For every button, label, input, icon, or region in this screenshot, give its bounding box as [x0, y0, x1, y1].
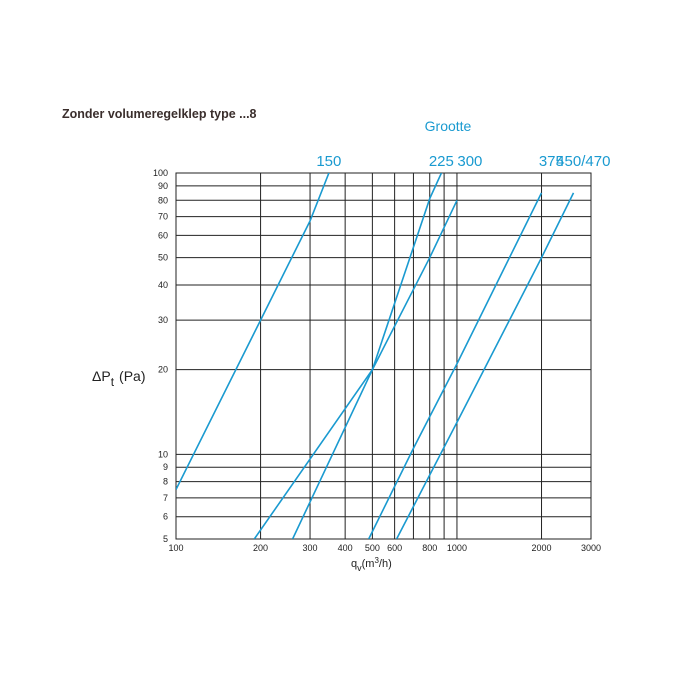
y-tick-label: 5 [163, 534, 168, 544]
series-label-225: 225 [429, 153, 454, 170]
x-tick-labels: 100 200 300 400 500 600 800 1000 2000 3000 [168, 543, 601, 553]
y-tick-label: 90 [158, 181, 168, 191]
y-tick-label: 9 [163, 462, 168, 472]
x-tick-label: 3000 [581, 543, 601, 553]
y-axis-label-delta: Δ [92, 368, 101, 384]
series-label-450-470: 450/470 [556, 153, 610, 170]
y-tick-label: 6 [163, 512, 168, 522]
y-tick-labels: 5 6 7 8 9 10 20 30 40 50 60 70 80 90 100 [153, 168, 168, 544]
y-tick-label: 100 [153, 168, 168, 178]
series-line-150 [176, 173, 330, 490]
x-tick-label: 2000 [532, 543, 552, 553]
x-axis-label-sup: 3 [374, 556, 379, 565]
chart-title: Zonder volumeregelklep type ...8 [62, 107, 257, 121]
series-label-150: 150 [316, 153, 341, 170]
y-tick-label: 60 [158, 230, 168, 240]
series-lines [176, 173, 575, 539]
legend-title: Grootte [425, 118, 472, 134]
y-axis-label-p: P [101, 368, 110, 384]
y-axis-label-unit: (Pa) [119, 368, 145, 384]
y-tick-label: 40 [158, 280, 168, 290]
series-line-450-470 [395, 192, 575, 539]
y-tick-label: 7 [163, 493, 168, 503]
series-line-375 [367, 192, 543, 539]
y-tick-label: 30 [158, 315, 168, 325]
series-label-300: 300 [457, 153, 482, 170]
x-axis-label-unit-post: /h) [379, 558, 392, 570]
y-tick-label: 8 [163, 477, 168, 487]
x-tick-label: 200 [253, 543, 268, 553]
x-tick-label: 600 [387, 543, 402, 553]
plot-frame [175, 172, 592, 540]
y-tick-label: 70 [158, 212, 168, 222]
plot-grid [175, 172, 592, 540]
series-line-225 [253, 173, 443, 539]
y-axis-label: ΔPt (Pa) [92, 368, 146, 389]
x-tick-label: 100 [168, 543, 183, 553]
y-tick-label: 10 [158, 449, 168, 459]
x-axis-label-q: q [351, 558, 357, 570]
x-tick-label: 1000 [447, 543, 467, 553]
x-axis-label-sub: v [357, 563, 362, 573]
x-tick-label: 400 [338, 543, 353, 553]
x-tick-label: 500 [365, 543, 380, 553]
y-tick-label: 50 [158, 253, 168, 263]
series-label-375: 375 [539, 153, 564, 170]
x-axis-label: qv(m3/h) [351, 556, 392, 573]
series-line-300 [291, 199, 458, 539]
x-tick-label: 800 [422, 543, 437, 553]
x-axis-label-unit-pre: (m [362, 558, 375, 570]
x-tick-label: 300 [303, 543, 318, 553]
y-tick-label: 80 [158, 195, 168, 205]
y-tick-label: 20 [158, 365, 168, 375]
y-axis-label-sub: t [111, 375, 115, 389]
